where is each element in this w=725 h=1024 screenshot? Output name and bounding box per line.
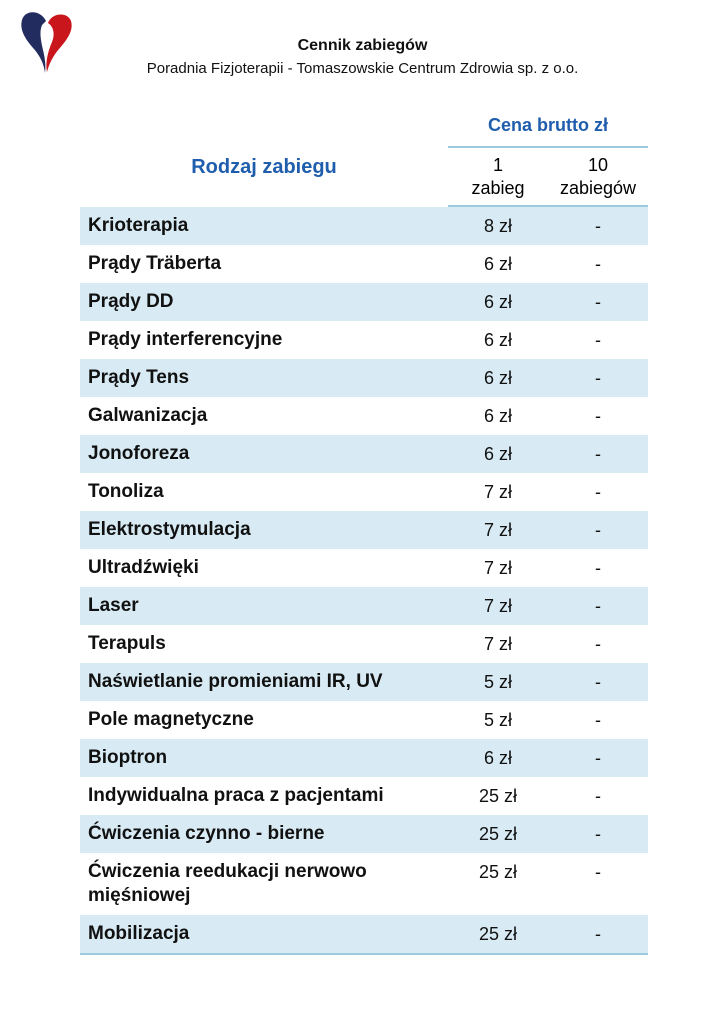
price-10-treatments: - bbox=[595, 330, 601, 350]
table-row: Ultradźwięki 7 zł - bbox=[80, 549, 648, 587]
price-table: Cena brutto zł Rodzaj zabiegu 1 zabieg 1… bbox=[80, 104, 648, 955]
header-spacer bbox=[80, 104, 448, 148]
treatment-name: Bioptron bbox=[88, 747, 168, 768]
table-row: Bioptron 6 zł - bbox=[80, 739, 648, 777]
price-1-treatment: 25 zł bbox=[478, 862, 518, 882]
price-10-treatments: - bbox=[595, 558, 601, 578]
price-1-treatment: 7 zł bbox=[483, 596, 512, 616]
table-row: Jonoforeza 6 zł - bbox=[80, 435, 648, 473]
price-10-treatments: - bbox=[595, 924, 601, 944]
column-header-treatment: Rodzaj zabiegu bbox=[191, 156, 337, 178]
price-1-treatment: 6 zł bbox=[483, 748, 512, 768]
table-row: Laser 7 zł - bbox=[80, 587, 648, 625]
price-10-treatments: - bbox=[595, 634, 601, 654]
document-title: Cennik zabiegów bbox=[297, 37, 428, 54]
table-row: Mobilizacja 25 zł - bbox=[80, 915, 648, 953]
price-10-treatments: - bbox=[595, 254, 601, 274]
price-1-treatment: 6 zł bbox=[483, 292, 512, 312]
table-row: Prądy DD 6 zł - bbox=[80, 283, 648, 321]
price-10-treatments: - bbox=[595, 862, 601, 882]
table-row: Pole magnetyczne 5 zł - bbox=[80, 701, 648, 739]
price-1-treatment: 8 zł bbox=[483, 216, 512, 236]
column-group-header-price: Cena brutto zł bbox=[448, 104, 648, 148]
price-1-treatment: 6 zł bbox=[483, 330, 512, 350]
table-header: Cena brutto zł Rodzaj zabiegu 1 zabieg 1… bbox=[80, 104, 648, 207]
treatment-name: Ultradźwięki bbox=[88, 557, 199, 578]
treatment-name: Prądy interferencyjne bbox=[88, 329, 283, 350]
price-1-treatment: 25 zł bbox=[478, 786, 518, 806]
treatment-name: Indywidualna praca z pacjentami bbox=[88, 785, 384, 806]
treatment-name: Ćwiczenia reedukacji nerwowo mięśniowej bbox=[88, 861, 367, 906]
table-row: Terapuls 7 zł - bbox=[80, 625, 648, 663]
treatment-name: Terapuls bbox=[88, 633, 166, 654]
table-row: Ćwiczenia czynno - bierne 25 zł - bbox=[80, 815, 648, 853]
treatment-name: Galwanizacja bbox=[88, 405, 208, 426]
table-row: Prądy Träberta 6 zł - bbox=[80, 245, 648, 283]
table-row: Krioterapia 8 zł - bbox=[80, 207, 648, 245]
column-header-1-treatment: 1 zabieg bbox=[448, 148, 548, 207]
price-1-treatment: 25 zł bbox=[478, 924, 518, 944]
price-1-treatment: 7 zł bbox=[483, 634, 512, 654]
price-10-treatments: - bbox=[595, 406, 601, 426]
price-10-treatments: - bbox=[595, 672, 601, 692]
price-10-treatments: - bbox=[595, 710, 601, 730]
price-1-treatment: 6 zł bbox=[483, 444, 512, 464]
price-1-treatment: 6 zł bbox=[483, 254, 512, 274]
table-body: Krioterapia 8 zł - Prądy Träberta 6 zł - Prądy… bbox=[80, 207, 648, 955]
price-1-treatment: 7 zł bbox=[483, 482, 512, 502]
title-block: Cennik zabiegów Poradnia Fizjoterapii - … bbox=[0, 36, 725, 78]
treatment-name: Prądy Träberta bbox=[88, 253, 222, 274]
price-1-treatment: 6 zł bbox=[483, 406, 512, 426]
price-10-treatments: - bbox=[595, 368, 601, 388]
price-1-treatment: 5 zł bbox=[483, 710, 512, 730]
price-10-treatments: - bbox=[595, 292, 601, 312]
price-1-treatment: 6 zł bbox=[483, 368, 512, 388]
document-header: Cennik zabiegów Poradnia Fizjoterapii - … bbox=[0, 0, 725, 78]
heart-logo-icon bbox=[21, 12, 72, 73]
price-10-treatments: - bbox=[595, 786, 601, 806]
price-10-treatments: - bbox=[595, 748, 601, 768]
treatment-name: Prądy Tens bbox=[88, 367, 190, 388]
table-row: Prądy Tens 6 zł - bbox=[80, 359, 648, 397]
column-header-10-treatments: 10 zabiegów bbox=[548, 148, 648, 207]
treatment-name: Pole magnetyczne bbox=[88, 709, 254, 730]
table-row: Indywidualna praca z pacjentami 25 zł - bbox=[80, 777, 648, 815]
treatment-name: Laser bbox=[88, 595, 139, 616]
price-10-treatments: - bbox=[595, 482, 601, 502]
price-10-treatments: - bbox=[595, 596, 601, 616]
table-row: Tonoliza 7 zł - bbox=[80, 473, 648, 511]
price-10-treatments: - bbox=[595, 520, 601, 540]
treatment-name: Tonoliza bbox=[88, 481, 164, 502]
treatment-name: Prądy DD bbox=[88, 291, 174, 312]
clinic-logo bbox=[18, 8, 76, 78]
price-10-treatments: - bbox=[595, 444, 601, 464]
treatment-name: Mobilizacja bbox=[88, 923, 190, 944]
treatment-name: Elektrostymulacja bbox=[88, 519, 251, 540]
treatment-name: Ćwiczenia czynno - bierne bbox=[88, 823, 325, 844]
table-row: Ćwiczenia reedukacji nerwowo mięśniowej 2… bbox=[80, 853, 648, 915]
table-row: Naświetlanie promieniami IR, UV 5 zł - bbox=[80, 663, 648, 701]
treatment-name: Krioterapia bbox=[88, 215, 189, 236]
treatment-name: Naświetlanie promieniami IR, UV bbox=[88, 671, 383, 692]
table-row: Prądy interferencyjne 6 zł - bbox=[80, 321, 648, 359]
price-1-treatment: 25 zł bbox=[478, 824, 518, 844]
table-row: Elektrostymulacja 7 zł - bbox=[80, 511, 648, 549]
price-1-treatment: 7 zł bbox=[483, 520, 512, 540]
treatment-name: Jonoforeza bbox=[88, 443, 190, 464]
price-10-treatments: - bbox=[595, 824, 601, 844]
price-10-treatments: - bbox=[595, 216, 601, 236]
price-1-treatment: 5 zł bbox=[483, 672, 512, 692]
document-subtitle: Poradnia Fizjoterapii - Tomaszowskie Cen… bbox=[146, 60, 579, 77]
table-row: Galwanizacja 6 zł - bbox=[80, 397, 648, 435]
price-1-treatment: 7 zł bbox=[483, 558, 512, 578]
document-page: Cennik zabiegów Poradnia Fizjoterapii - … bbox=[0, 0, 725, 955]
